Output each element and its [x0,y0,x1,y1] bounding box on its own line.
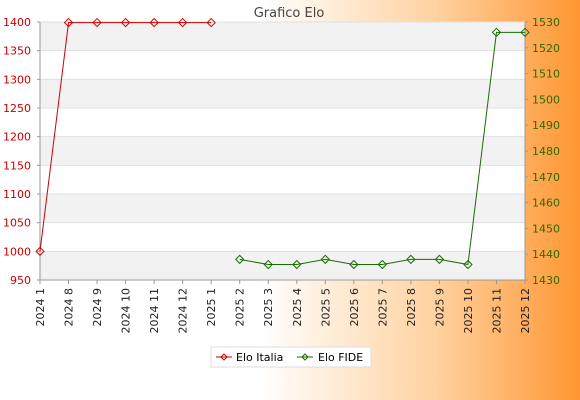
plot-band [40,194,525,223]
grid-lines [40,21,525,281]
left-tick-label: 1100 [3,188,31,201]
x-tick-label: 2025 6 [348,288,361,327]
legend-box [210,346,372,368]
plot-band [40,251,525,280]
legend-label-elo-italia: Elo Italia [236,351,283,364]
plot-band [40,136,525,166]
right-axis-ticks: 1430 1440 1450 1460 1470 1480 1490 1500 1510 1520… [525,16,560,287]
chart-title: Grafico Elo [254,6,325,21]
left-tick-label: 1350 [3,45,31,58]
series-line-elo-italia [39,22,212,252]
left-tick-label: 1200 [3,131,31,144]
series-layer [35,17,530,270]
series-line-elo-fide [239,31,525,266]
series-elo-fide [234,27,530,270]
plot-band [40,22,525,51]
legend-marker-elo-fide [301,353,309,361]
right-tick-label: 1490 [532,119,560,132]
left-tick-label: 1400 [3,16,31,29]
legend-label-elo-fide: Elo FIDE [318,351,363,364]
data-point [320,254,331,265]
data-point [149,17,159,28]
left-axis-ticks: 950 1000 1050 1100 1150 1200 1250 1300 1350 1400 [3,16,40,287]
data-point [263,259,273,270]
data-point [406,254,416,265]
x-tick-label: 2025 9 [433,288,446,327]
x-tick-label: 2024 8 [63,288,76,327]
plot-band [40,50,525,80]
left-tick-label: 1150 [3,159,31,172]
right-tick-label: 1440 [532,248,560,261]
data-point [92,17,102,28]
data-point [234,254,245,265]
x-tick-label: 2025 2 [234,288,247,327]
right-tick-label: 1510 [532,68,560,81]
x-axis-ticks: 2024 1 2024 8 2024 9 2024 10 2024 11 2024 12 2… [34,280,532,334]
data-point [35,246,45,257]
plot-band [40,165,525,194]
data-point [463,259,473,270]
data-point [520,27,530,38]
data-point [177,17,188,28]
series-elo-italia [35,17,216,257]
left-tick-label: 950 [10,274,31,287]
plot-band [40,79,525,108]
data-point [292,259,302,270]
left-tick-label: 1000 [3,245,31,258]
x-tick-label: 2025 3 [262,288,275,327]
x-tick-label: 2024 12 [177,288,190,334]
data-point [63,17,74,28]
x-tick-label: 2025 12 [519,288,532,334]
data-point [434,254,445,265]
data-point [377,259,388,270]
right-tick-label: 1470 [532,171,560,184]
plot-band [40,222,525,252]
x-tick-label: 2024 1 [34,288,47,327]
plot-band [40,108,525,137]
plot-bands [40,22,525,280]
left-tick-label: 1300 [3,73,31,86]
data-point [206,17,216,28]
x-tick-label: 2025 1 [205,288,218,327]
data-point [120,17,131,28]
right-tick-label: 1480 [532,145,560,158]
right-tick-label: 1530 [532,16,560,29]
x-tick-label: 2025 5 [319,288,332,327]
legend: Elo Italia Elo FIDE [210,346,372,368]
legend-marker-elo-italia [220,353,228,361]
data-point [349,259,359,270]
right-tick-label: 1500 [532,93,560,106]
right-tick-label: 1450 [532,222,560,235]
x-tick-label: 2024 10 [120,288,133,334]
right-tick-label: 1520 [532,42,560,55]
right-tick-label: 1460 [532,197,560,210]
right-tick-label: 1430 [532,274,560,287]
x-tick-label: 2025 8 [405,288,418,327]
x-tick-label: 2024 11 [148,288,161,334]
x-tick-label: 2025 4 [291,288,304,327]
left-tick-label: 1050 [3,217,31,230]
left-tick-label: 1250 [3,102,31,115]
x-tick-label: 2025 7 [376,288,389,327]
x-tick-label: 2024 9 [91,288,104,327]
data-point [491,27,502,38]
x-tick-label: 2025 11 [490,288,503,334]
x-tick-label: 2025 10 [462,288,475,334]
